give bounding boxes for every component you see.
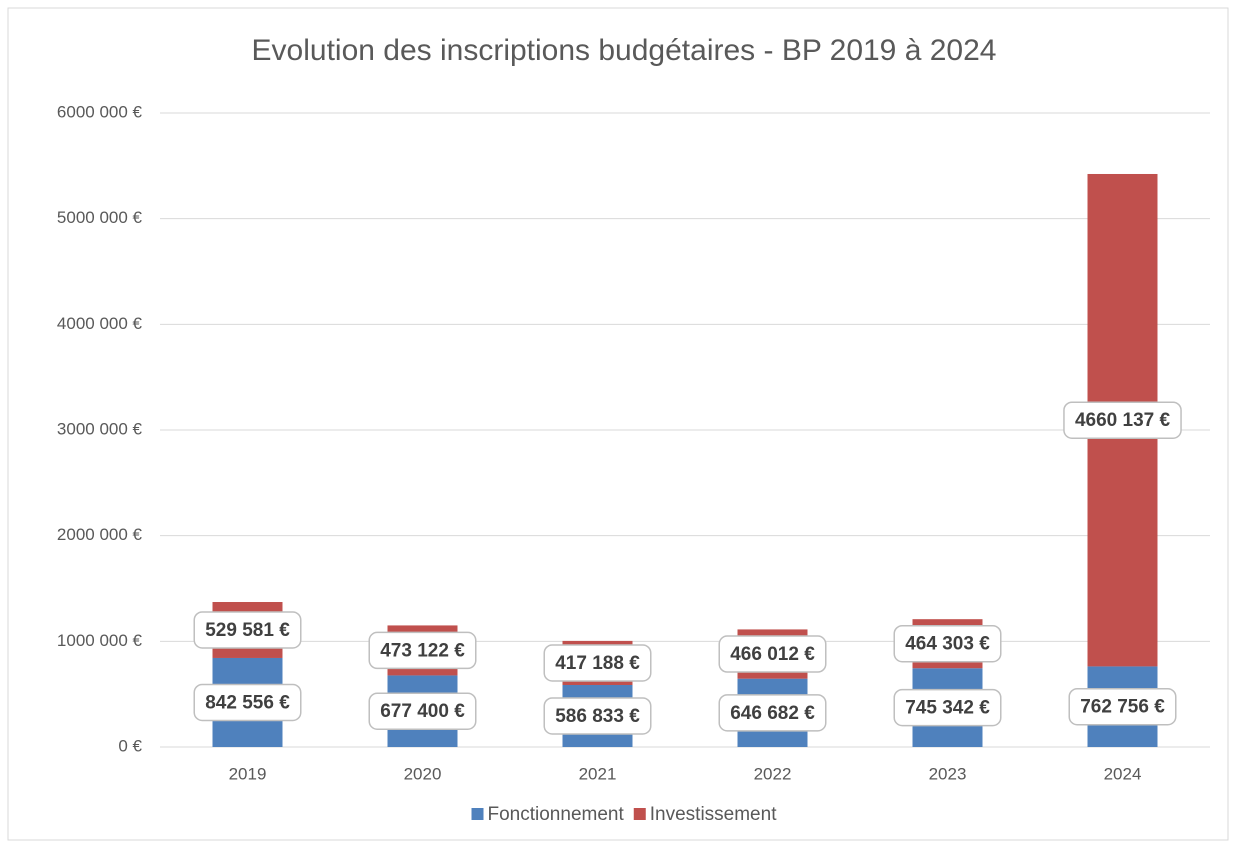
x-tick-label: 2022 [754, 764, 792, 783]
x-tick-label: 2021 [579, 764, 617, 783]
data-label-box [1063, 401, 1182, 439]
y-tick-label: 3000 000 € [57, 419, 143, 438]
data-label-box [368, 692, 477, 730]
chart-title: Evolution des inscriptions budgétaires -… [252, 34, 997, 67]
data-label: 464 303 € [905, 634, 990, 655]
data-label: 745 342 € [905, 698, 990, 719]
data-label: 677 400 € [380, 701, 465, 722]
x-tick-label: 2024 [1104, 764, 1142, 783]
legend-swatch [633, 808, 646, 820]
legend-label: Investissement [650, 804, 777, 825]
y-tick-label: 1000 000 € [57, 631, 143, 650]
x-tick-label: 2020 [404, 764, 442, 783]
data-label: 466 012 € [730, 644, 815, 665]
y-tick-label: 4000 000 € [57, 314, 143, 333]
data-label-box [193, 611, 302, 649]
data-label: 646 682 € [730, 703, 815, 724]
data-label: 529 581 € [205, 620, 290, 641]
data-label: 762 756 € [1080, 697, 1165, 718]
x-tick-label: 2023 [929, 764, 967, 783]
data-label-box [1068, 687, 1177, 726]
legend-swatch [471, 808, 484, 820]
data-label: 473 122 € [380, 640, 465, 661]
data-label: 586 833 € [555, 706, 640, 727]
data-label-box [543, 644, 652, 682]
data-label-box [718, 635, 827, 673]
y-tick-label: 6000 000 € [57, 102, 143, 121]
y-tick-label: 5000 000 € [57, 208, 143, 227]
data-label-box [543, 697, 652, 735]
data-label: 4660 137 € [1075, 410, 1171, 431]
data-label-box [893, 624, 1002, 663]
data-label-box [718, 694, 827, 732]
data-label-box [893, 688, 1002, 727]
data-label: 417 188 € [555, 653, 640, 674]
data-label: 842 556 € [205, 693, 290, 714]
legend-label: Fonctionnement [488, 804, 625, 825]
x-tick-label: 2019 [229, 764, 267, 783]
y-tick-label: 2000 000 € [57, 525, 143, 544]
data-label-box [193, 683, 302, 722]
y-tick-label: 0 € [118, 736, 142, 755]
data-label-box [368, 631, 477, 670]
